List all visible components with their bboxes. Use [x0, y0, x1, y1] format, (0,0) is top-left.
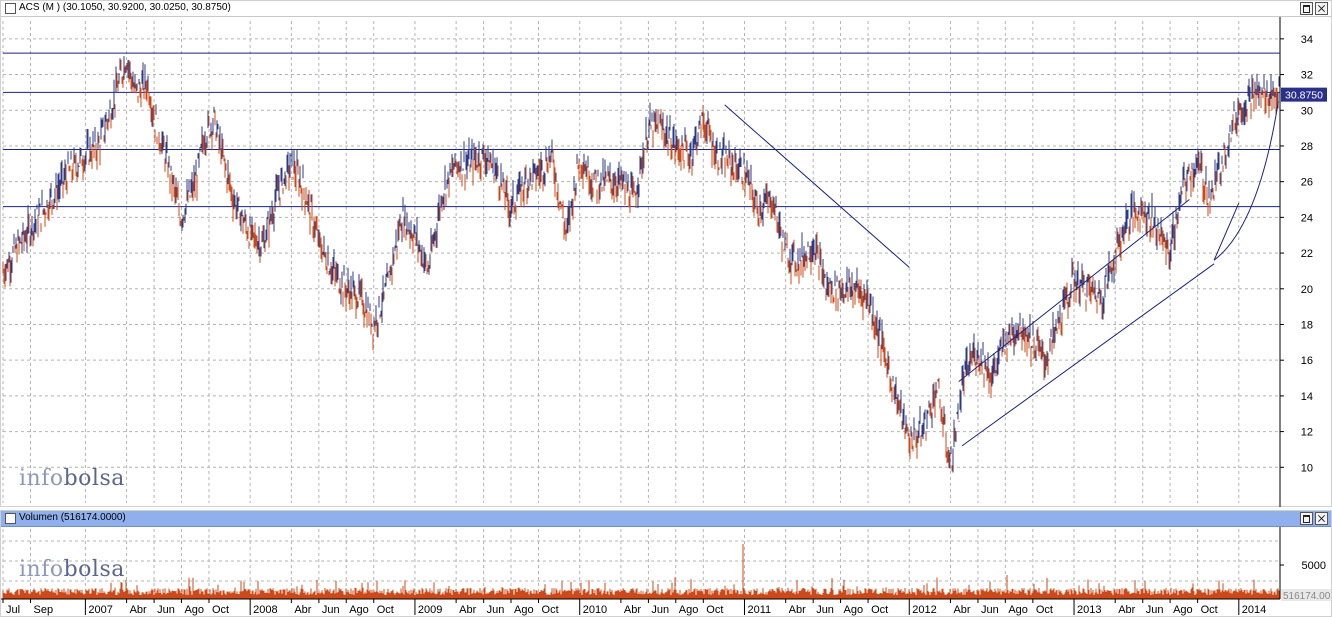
volume-chart[interactable]: 5000 516174.00 Jul Sep 2007 Abr Jun Ago Oct 2008 A… [1, 527, 1331, 617]
y-tick-label: 34 [1301, 34, 1313, 46]
y-tick-label: 24 [1301, 212, 1313, 224]
y-tick-label: 16 [1301, 355, 1313, 367]
panel-select-checkbox[interactable] [5, 513, 16, 524]
x-tick-label: Jun [322, 604, 340, 616]
x-tick-label: 2011 [747, 604, 771, 616]
trend-line [961, 263, 1215, 447]
x-tick-label: Ago [349, 604, 369, 616]
maximize-icon[interactable] [1300, 2, 1313, 15]
y-tick-label: 12 [1301, 427, 1313, 439]
x-tick-label: 2009 [418, 604, 442, 616]
x-tick-label: 2014 [1242, 604, 1266, 616]
x-tick-label: 2007 [88, 604, 112, 616]
x-tick-label: Abr [459, 604, 476, 616]
last-volume-tag [1281, 589, 1331, 601]
y-tick-label: 14 [1301, 391, 1313, 403]
y-tick-label: 5000 [1302, 560, 1326, 572]
y-tick-label: 32 [1301, 70, 1313, 82]
x-tick-label: Oct [1201, 604, 1218, 616]
x-tick-label: Abr [789, 604, 806, 616]
x-tick-label: 2008 [253, 604, 277, 616]
y-tick-label: 20 [1301, 284, 1313, 296]
x-tick-label: Oct [377, 604, 394, 616]
x-tick-label: Ago [1008, 604, 1028, 616]
x-tick-label: Ago [184, 604, 204, 616]
x-tick-label: Jun [1146, 604, 1164, 616]
x-tick-label: Oct [212, 604, 229, 616]
x-tick-label: Oct [871, 604, 888, 616]
last-price-label: 30.8750 [1285, 90, 1323, 102]
price-panel: ACS (M ) (30.1050, 30.9200, 30.0250, 30.… [0, 0, 1332, 507]
x-tick-label: Jul [6, 604, 20, 616]
x-tick-label: 2012 [912, 604, 936, 616]
x-tick-label: Ago [514, 604, 534, 616]
y-tick-label: 28 [1301, 141, 1313, 153]
price-series [2, 56, 1280, 473]
x-tick-label: Ago [679, 604, 699, 616]
maximize-icon[interactable] [1300, 512, 1313, 525]
volume-panel-titlebar: Volumen (516174.0000) [1, 511, 1331, 527]
x-tick-label: Abr [953, 604, 970, 616]
x-tick-label: Sep [34, 604, 54, 616]
x-tick-label: Jun [487, 604, 505, 616]
x-tick-label: Ago [1173, 604, 1193, 616]
x-tick-label: Jun [157, 604, 175, 616]
x-tick-label: Jun [816, 604, 834, 616]
price-panel-titlebar: ACS (M ) (30.1050, 30.9200, 30.0250, 30.… [1, 1, 1331, 17]
infobolsa-logo: infobolsa [19, 557, 125, 582]
volume-panel: Volumen (516174.0000) 5000 516174.00 Jul Se… [0, 510, 1332, 617]
volume-series [2, 544, 1280, 599]
x-tick-label: Jun [651, 604, 669, 616]
y-tick-label: 26 [1301, 177, 1313, 189]
price-panel-title: ACS (M ) (30.1050, 30.9200, 30.0250, 30.… [19, 2, 231, 13]
x-tick-label: Abr [624, 604, 641, 616]
close-icon[interactable] [1315, 512, 1328, 525]
x-tick-label: Ago [844, 604, 864, 616]
trend-line [958, 199, 1190, 382]
y-tick-label: 22 [1301, 248, 1313, 260]
x-tick-label: Oct [706, 604, 723, 616]
y-tick-label: 30 [1301, 105, 1313, 117]
x-tick-label: 2010 [583, 604, 607, 616]
x-tick-label: 2013 [1077, 604, 1101, 616]
y-tick-label: 10 [1301, 462, 1313, 474]
x-tick-label: Jun [981, 604, 999, 616]
price-chart[interactable]: 10 12 14 16 18 20 22 24 26 28 30 32 34 30.8750 [1, 17, 1331, 507]
y-tick-label: 18 [1301, 319, 1313, 331]
x-tick-label: Abr [1118, 604, 1135, 616]
x-tick-label: Oct [1036, 604, 1053, 616]
last-volume-label: 516174.00 [1283, 591, 1331, 602]
trend-line [1213, 202, 1240, 261]
infobolsa-logo: infobolsa [19, 466, 125, 491]
x-tick-label: Oct [542, 604, 559, 616]
volume-panel-title: Volumen (516174.0000) [19, 512, 126, 523]
trend-curve [1213, 101, 1279, 261]
close-icon[interactable] [1315, 2, 1328, 15]
x-tick-label: Abr [130, 604, 147, 616]
panel-select-checkbox[interactable] [5, 3, 16, 14]
x-tick-label: Abr [294, 604, 311, 616]
trend-line [724, 104, 910, 268]
last-price-tag [1281, 87, 1327, 102]
